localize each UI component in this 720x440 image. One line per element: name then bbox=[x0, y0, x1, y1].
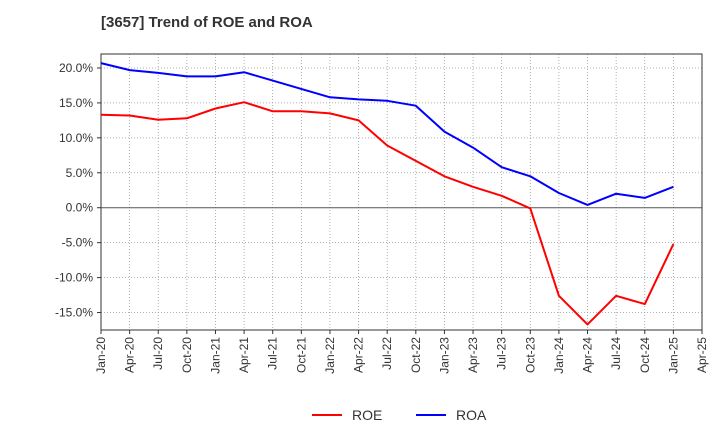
legend-label-roe: ROE bbox=[352, 407, 382, 423]
y-tick-label: -15.0% bbox=[55, 306, 93, 320]
series-line-roa bbox=[100, 62, 674, 206]
x-tick-label: Jul-20 bbox=[151, 337, 165, 370]
y-tick-label: 0.0% bbox=[66, 201, 94, 215]
x-tick-label: Oct-24 bbox=[638, 337, 652, 373]
x-tick-label: Apr-20 bbox=[123, 337, 137, 373]
grid bbox=[100, 54, 703, 330]
x-tick-label: Jul-21 bbox=[266, 337, 280, 370]
plot-frame bbox=[100, 53, 703, 331]
x-tick-label: Jan-24 bbox=[552, 337, 566, 374]
y-tick-label: 20.0% bbox=[59, 61, 93, 75]
x-tick-labels: Jan-20 Apr-20 Jul-20 Oct-20 Jan-21 Apr-21 Jul-… bbox=[94, 337, 709, 374]
x-tick-label: Jan-25 bbox=[666, 337, 680, 374]
legend: ROE ROA bbox=[312, 407, 487, 423]
x-tick-label: Apr-25 bbox=[695, 337, 709, 373]
y-tick-label: 10.0% bbox=[59, 131, 93, 145]
x-tick-label: Jul-23 bbox=[495, 337, 509, 370]
x-tick-label: Jan-23 bbox=[437, 337, 451, 374]
legend-label-roa: ROA bbox=[456, 407, 487, 423]
x-tick-label: Jul-24 bbox=[609, 337, 623, 370]
x-tick-label: Apr-23 bbox=[466, 337, 480, 373]
y-tick-label: -5.0% bbox=[62, 236, 94, 250]
x-tick-label: Oct-22 bbox=[409, 337, 423, 373]
x-tick-label: Oct-21 bbox=[294, 337, 308, 373]
x-tick-label: Jan-20 bbox=[94, 337, 108, 374]
x-tick-label: Jan-21 bbox=[208, 337, 222, 374]
x-tick-label: Jan-22 bbox=[323, 337, 337, 374]
y-tick-label: 5.0% bbox=[66, 166, 94, 180]
x-tick-label: Jul-22 bbox=[380, 337, 394, 370]
series-line-roe bbox=[100, 101, 675, 326]
series-group bbox=[100, 62, 675, 326]
y-tick-labels: 20.0% 15.0% 10.0% 5.0% 0.0% -5.0% -10.0% -15.0% bbox=[55, 61, 93, 320]
x-tick-label: Oct-23 bbox=[523, 337, 537, 373]
axes bbox=[97, 53, 703, 334]
x-tick-label: Apr-24 bbox=[581, 337, 595, 373]
x-tick-label: Oct-20 bbox=[180, 337, 194, 373]
y-tick-label: -10.0% bbox=[55, 271, 93, 285]
x-tick-label: Apr-21 bbox=[237, 337, 251, 373]
chart-title: [3657] Trend of ROE and ROA bbox=[101, 14, 313, 31]
x-tick-label: Apr-22 bbox=[352, 337, 366, 373]
y-tick-label: 15.0% bbox=[59, 96, 93, 110]
